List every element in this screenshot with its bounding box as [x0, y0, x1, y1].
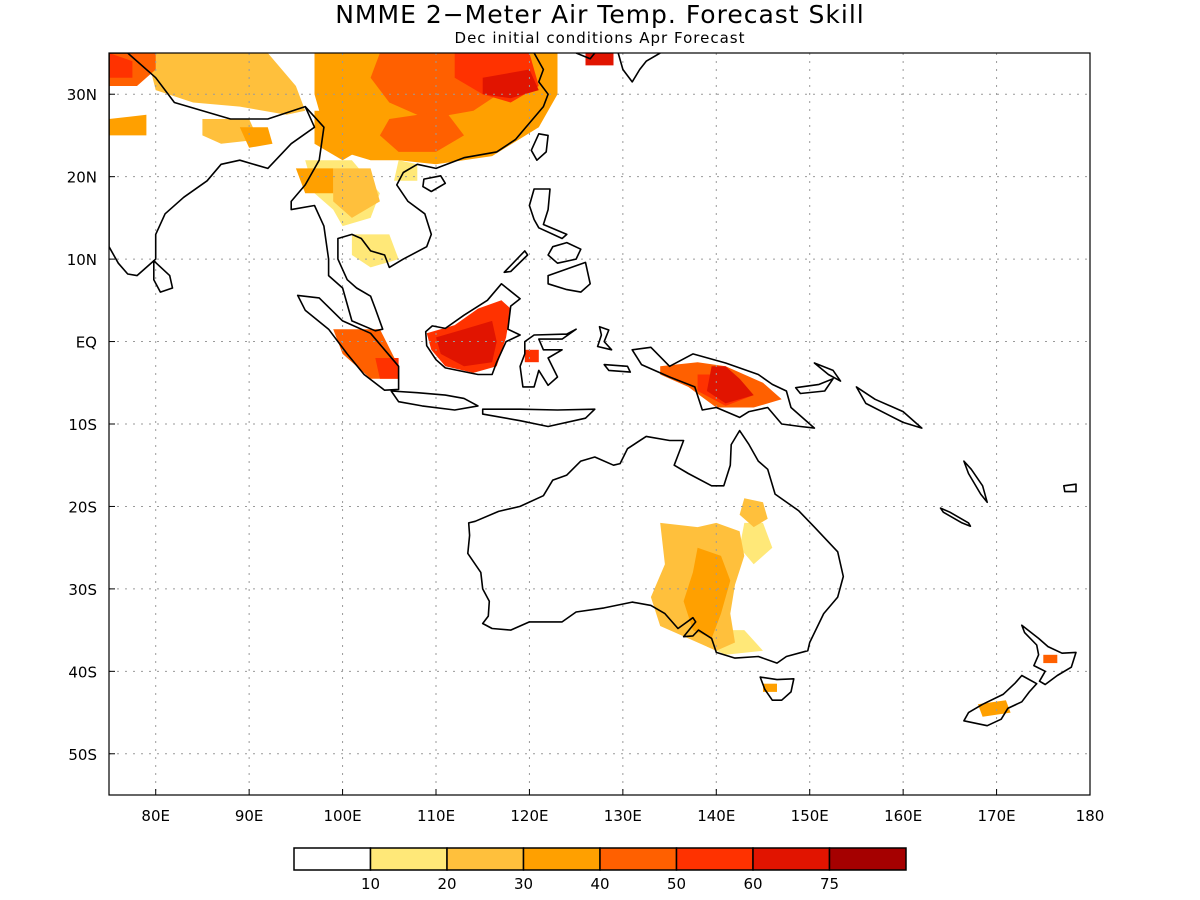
colorbar-label: 75 [820, 875, 839, 893]
coastline-taiwan [530, 133, 549, 161]
coastline-lesser-sunda [481, 408, 596, 428]
skill-region-nz-south [977, 700, 1011, 717]
skill-shading [109, 53, 1058, 717]
coastline-new-guinea [631, 346, 816, 429]
skill-region-china-e-coast [482, 69, 539, 99]
lat-tick-label: 20N [67, 169, 97, 187]
map-subtitle: Dec initial conditions Apr Forecast [454, 29, 746, 47]
coastline-luzon [528, 188, 568, 240]
colorbar-swatch [752, 847, 831, 871]
colorbar-swatch [599, 847, 678, 871]
skill-region-sulawesi [524, 349, 539, 363]
coastline-australia [466, 429, 845, 664]
skill-region-bangladesh [239, 127, 273, 148]
lon-tick-label: 120E [510, 807, 548, 825]
coastline-new-caledonia [939, 507, 972, 528]
skill-region-myanmar-ne [295, 168, 334, 194]
coastline-mindanao [547, 261, 592, 293]
lat-tick-label: 50S [68, 746, 97, 764]
lon-tick-label: 160E [884, 807, 922, 825]
coastlines [109, 53, 1077, 727]
coastline-fiji [1063, 483, 1077, 493]
colorbar-label: 40 [590, 875, 609, 893]
skill-region-india-w [109, 114, 147, 136]
coastline-new-ireland [813, 362, 842, 382]
coastline-new-britain [794, 377, 834, 395]
axis-ticks: 30N 20N 10N EQ 10S 20S 30S 40S 50S 80E 90E 100E 110E… [67, 86, 1105, 825]
lat-tick-label: 10S [68, 416, 97, 434]
lon-tick-label: 140E [697, 807, 735, 825]
coastline-korea [575, 53, 596, 60]
colorbar-label: 50 [667, 875, 686, 893]
coastline-sri-lanka [153, 259, 174, 293]
colorbar-label: 30 [514, 875, 533, 893]
lon-tick-label: 110E [417, 807, 455, 825]
skill-region-indochina-2 [333, 168, 380, 218]
lon-tick-label: 90E [235, 807, 264, 825]
colorbar: 10 20 30 40 50 60 75 [293, 847, 907, 893]
map-title: NMME 2−Meter Air Temp. Forecast Skill [335, 0, 865, 29]
coastline-borneo [424, 282, 521, 376]
skill-region-new-guinea-core [706, 366, 754, 404]
colorbar-swatch [293, 847, 372, 871]
lat-tick-label: 20S [68, 498, 97, 516]
coastline-japan-kyushu [617, 53, 661, 83]
coastline-visayas [547, 241, 582, 265]
skill-region-india-nw-inner [109, 53, 133, 78]
skill-region-tasmania [763, 683, 777, 692]
colorbar-swatch [369, 847, 448, 871]
coastline-seram [603, 363, 632, 373]
coastline-nz-north [1020, 624, 1077, 686]
coastline-tasmania [759, 676, 795, 702]
skill-region-australia-north [739, 498, 768, 528]
lon-tick-label: 100E [324, 807, 362, 825]
colorbar-swatch [675, 847, 754, 871]
colorbar-label: 60 [743, 875, 762, 893]
lon-tick-label: 130E [604, 807, 642, 825]
graticule [109, 53, 1090, 795]
coastline-hainan [422, 175, 447, 193]
skill-region-borneo-core [436, 320, 497, 367]
skill-region-china-sw [314, 110, 371, 161]
lon-tick-label: 150E [791, 807, 829, 825]
coastline-solomons [855, 386, 923, 429]
skill-region-australia-core [683, 547, 731, 639]
lat-tick-label: 10N [67, 251, 97, 269]
skill-region-sumatra-s [375, 358, 399, 379]
colorbar-swatch [828, 847, 907, 871]
colorbar-swatch [522, 847, 601, 871]
colorbar-label: 20 [437, 875, 456, 893]
coastline-sumatra [296, 294, 400, 392]
skill-region-tibet-plateau [146, 53, 306, 115]
lon-tick-label: 170E [978, 807, 1016, 825]
coastline-vanuatu [963, 460, 989, 504]
coastline-sulawesi [519, 328, 577, 388]
coastline-java [390, 390, 479, 411]
coastline-asia-east [290, 53, 549, 332]
coastline-halmahera [596, 325, 613, 351]
coastline-nz-south [963, 674, 1038, 727]
colorbar-label: 10 [361, 875, 380, 893]
skill-region-australia-east [739, 522, 773, 565]
coastline-india [109, 53, 316, 277]
lon-tick-label: 80E [141, 807, 170, 825]
coastline-palawan [503, 250, 529, 274]
lat-tick-label: 40S [68, 663, 97, 681]
lat-tick-label: 30S [68, 581, 97, 599]
colorbar-swatch [446, 847, 525, 871]
lon-tick-label: 180 [1076, 807, 1105, 825]
skill-region-nz-north [1043, 654, 1058, 664]
lat-tick-label: 30N [67, 86, 97, 104]
lat-tick-label: EQ [76, 334, 97, 352]
skill-region-china-s [379, 110, 464, 152]
